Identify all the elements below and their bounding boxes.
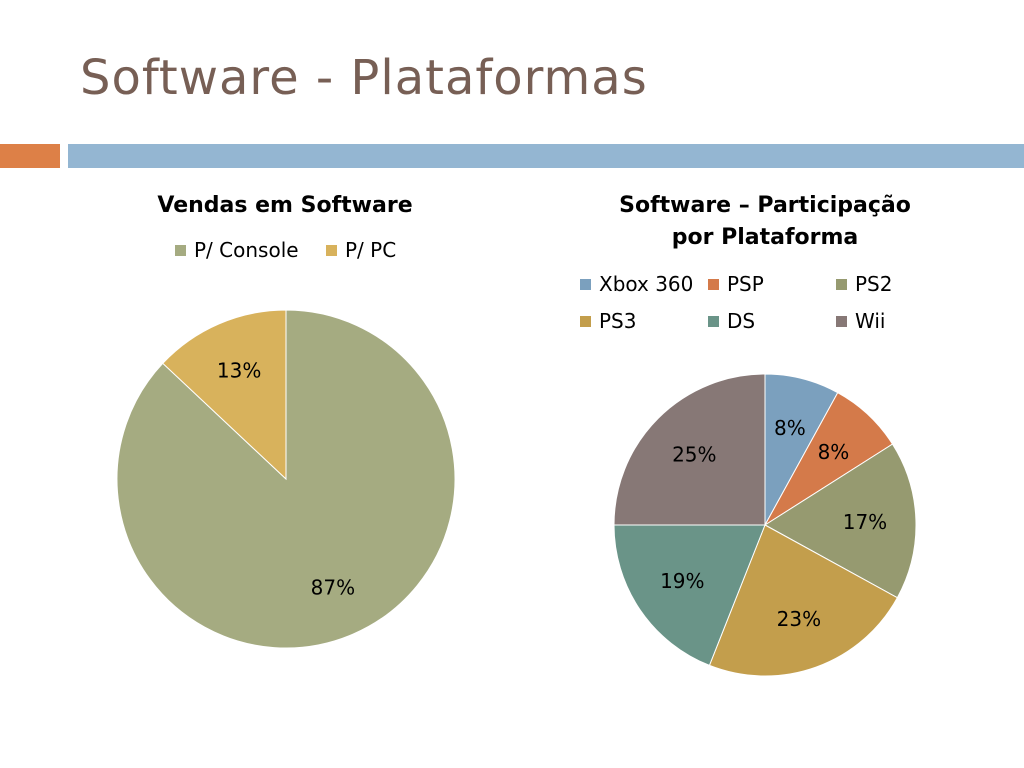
chart1-title: Vendas em Software bbox=[157, 193, 413, 218]
chart1-legend-label-pc: P/ PC bbox=[345, 238, 397, 262]
chart2-legend-label-ds: DS bbox=[727, 309, 756, 333]
chart2-legend-swatch-xbox360 bbox=[580, 278, 591, 290]
chart2-label-ds: 19% bbox=[660, 569, 704, 593]
chart2-slice-ps3 bbox=[708, 524, 899, 677]
chart2-slice-wii bbox=[613, 373, 766, 526]
header-bar bbox=[68, 144, 1024, 168]
chart2-legend-label-ps2: PS2 bbox=[855, 272, 893, 296]
chart2-label-xbox-360: 8% bbox=[774, 416, 806, 440]
chart2-title-line2: por Plataforma bbox=[671, 225, 859, 250]
chart2-legend-label-wii: Wii bbox=[855, 309, 886, 333]
chart1-legend-label-console: P/ Console bbox=[194, 238, 299, 262]
chart2-label-wii: 25% bbox=[672, 442, 716, 466]
chart1-slice-p-console bbox=[116, 309, 456, 649]
chart2-legend-xbox360: Xbox 360 bbox=[580, 272, 693, 296]
chart2-legend-ps2: PS2 bbox=[836, 272, 892, 296]
chart2-legend-wii: Wii bbox=[836, 309, 885, 333]
chart2-legend-label-xbox360: Xbox 360 bbox=[599, 272, 694, 296]
chart2-label-ps3: 23% bbox=[777, 607, 821, 631]
chart2-title-line1: Software – Participação bbox=[619, 193, 911, 218]
chart1-label-p-pc: 13% bbox=[217, 359, 261, 383]
chart2-legend-swatch-ds bbox=[708, 315, 719, 327]
chart2-legend-swatch-ps3 bbox=[580, 315, 591, 327]
chart1-legend-console: P/ Console bbox=[175, 238, 299, 262]
chart2-legend-ds: DS bbox=[708, 309, 755, 333]
chart2-label-ps2: 17% bbox=[843, 510, 887, 534]
chart2-slice-ds bbox=[613, 524, 766, 667]
chart2-legend-swatch-psp bbox=[708, 278, 719, 290]
chart2-legend-label-ps3: PS3 bbox=[599, 309, 637, 333]
chart2-legend-label-psp: PSP bbox=[727, 272, 764, 296]
chart2-label-psp: 8% bbox=[818, 440, 850, 464]
chart2-legend-psp: PSP bbox=[708, 272, 764, 296]
chart2-legend-ps3: PS3 bbox=[580, 309, 636, 333]
chart1-legend-pc: P/ PC bbox=[326, 238, 396, 262]
chart2-legend-swatch-ps2 bbox=[836, 278, 847, 290]
accent-bar bbox=[0, 144, 60, 168]
chart1-slice-p-pc bbox=[162, 309, 287, 481]
chart2-slice-ps2 bbox=[764, 443, 917, 599]
chart1-legend-swatch-pc bbox=[326, 244, 337, 256]
chart1-legend-swatch-console bbox=[175, 244, 186, 256]
chart2-legend-swatch-wii bbox=[836, 315, 847, 327]
chart2-title: Software – Participação por Plataforma bbox=[575, 190, 955, 254]
chart1-label-p-console: 87% bbox=[311, 575, 355, 599]
slide-title: Software - Plataformas bbox=[80, 50, 648, 106]
